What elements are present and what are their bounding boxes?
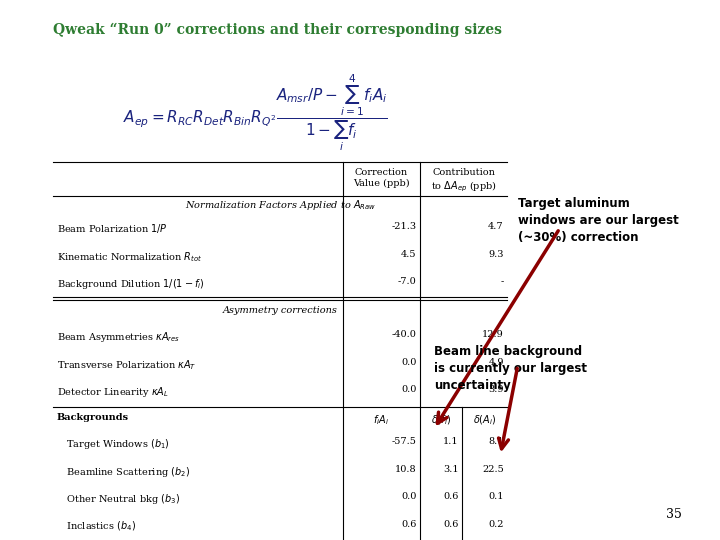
Text: -21.3: -21.3 (392, 222, 416, 232)
Text: Contribution
to $\Delta A_{ep}$ (ppb): Contribution to $\Delta A_{ep}$ (ppb) (431, 168, 497, 194)
Text: 8.1: 8.1 (488, 437, 504, 447)
Text: 0.1: 0.1 (488, 492, 504, 501)
Text: Target aluminum
windows are our largest
(~30%) correction: Target aluminum windows are our largest … (518, 197, 678, 244)
Text: 22.5: 22.5 (482, 465, 504, 474)
Text: Beam Asymmetries $\kappa A_{res}$: Beam Asymmetries $\kappa A_{res}$ (57, 330, 180, 345)
Text: -: - (500, 278, 504, 286)
Text: Inclastics $(b_4)$: Inclastics $(b_4)$ (57, 519, 135, 534)
Text: 3.1: 3.1 (443, 465, 459, 474)
Text: Normalization Factors Applied to $A_{Raw}$: Normalization Factors Applied to $A_{Raw… (184, 198, 376, 212)
Text: Asymmetry corrections: Asymmetry corrections (222, 306, 338, 315)
Text: 0.6: 0.6 (443, 519, 459, 529)
Text: Beam line background
is currently our largest
uncertainty: Beam line background is currently our la… (434, 345, 587, 391)
Text: 4.9: 4.9 (488, 358, 504, 367)
Text: 4.5: 4.5 (401, 250, 416, 259)
Text: Kinematic Normalization $R_{tot}$: Kinematic Normalization $R_{tot}$ (57, 250, 202, 264)
Text: 0.6: 0.6 (401, 519, 416, 529)
Text: 35: 35 (666, 508, 682, 521)
Text: 0.0: 0.0 (401, 358, 416, 367)
Text: Other Neutral bkg $(b_3)$: Other Neutral bkg $(b_3)$ (57, 492, 180, 506)
Text: Transverse Polarization $\kappa A_T$: Transverse Polarization $\kappa A_T$ (57, 358, 196, 372)
Text: 0.0: 0.0 (401, 492, 416, 501)
Text: 0.6: 0.6 (443, 492, 459, 501)
Text: Detector Linearity $\kappa A_L$: Detector Linearity $\kappa A_L$ (57, 385, 168, 399)
Text: $\delta(f_i)$: $\delta(f_i)$ (431, 413, 451, 427)
Text: 10.8: 10.8 (395, 465, 416, 474)
Text: 9.3: 9.3 (488, 250, 504, 259)
Text: Background Dilution $1/(1-f_i)$: Background Dilution $1/(1-f_i)$ (57, 278, 204, 292)
Text: 12.9: 12.9 (482, 330, 504, 339)
Text: 0.2: 0.2 (488, 519, 504, 529)
Text: Beamline Scattering $(b_2)$: Beamline Scattering $(b_2)$ (57, 465, 190, 479)
Text: -40.0: -40.0 (392, 330, 416, 339)
Text: Backgrounds: Backgrounds (57, 413, 129, 422)
Text: $\delta(A_i)$: $\delta(A_i)$ (473, 413, 496, 427)
Text: 3.9: 3.9 (488, 385, 504, 394)
Text: Correction
Value (ppb): Correction Value (ppb) (354, 168, 410, 188)
Text: $A_{ep} = R_{RC}R_{Det}R_{Bin}R_{Q^2}\dfrac{A_{msr}/P - \sum_{i=1}^{4} f_i A_i}{: $A_{ep} = R_{RC}R_{Det}R_{Bin}R_{Q^2}\df… (123, 73, 388, 153)
Text: $f_i A_i$: $f_i A_i$ (374, 413, 390, 427)
Text: 4.7: 4.7 (488, 222, 504, 232)
Text: -57.5: -57.5 (392, 437, 416, 447)
Text: Target Windows $(b_1)$: Target Windows $(b_1)$ (57, 437, 169, 451)
Text: 1.1: 1.1 (443, 437, 459, 447)
Text: 0.0: 0.0 (401, 385, 416, 394)
Text: -7.0: -7.0 (397, 278, 416, 286)
Text: Qweak “Run 0” corrections and their corresponding sizes: Qweak “Run 0” corrections and their corr… (53, 23, 502, 37)
Text: Beam Polarization $1/P$: Beam Polarization $1/P$ (57, 222, 167, 235)
